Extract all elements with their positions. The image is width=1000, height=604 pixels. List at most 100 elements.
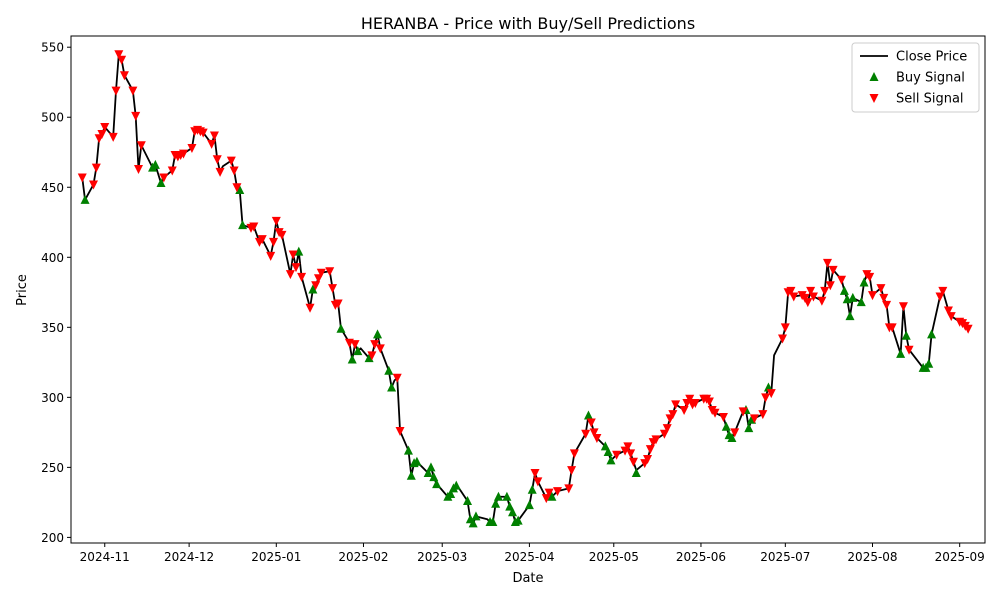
buy-signal-marker xyxy=(156,178,166,188)
buy-signal-marker xyxy=(603,446,613,456)
sell-signal-marker xyxy=(229,166,239,176)
sell-signal-marker xyxy=(285,270,295,280)
sell-signal-marker xyxy=(131,111,141,121)
sell-signal-marker xyxy=(136,141,146,151)
sell-signal-marker xyxy=(232,183,242,193)
sell-signal-marker xyxy=(117,55,127,65)
sell-signal-marker xyxy=(375,344,385,354)
y-tick-label: 350 xyxy=(41,321,64,335)
buy-signal-marker xyxy=(429,472,439,482)
legend-buy-marker xyxy=(869,72,879,81)
buy-signal-marker xyxy=(491,498,501,508)
y-axis: 200 250 300 350 400 450 500 550 xyxy=(41,41,71,545)
sell-signal-marker xyxy=(766,389,776,399)
buy-signal-marker xyxy=(896,348,906,358)
buy-signal-marker xyxy=(423,467,433,477)
y-tick-label: 250 xyxy=(41,461,64,475)
plot-area xyxy=(77,50,973,528)
sell-signal-marker xyxy=(226,156,236,166)
buy-signal-marker xyxy=(848,292,858,302)
sell-signal-marker xyxy=(589,428,599,438)
legend: Close Price Buy Signal Sell Signal xyxy=(851,42,980,113)
sell-signal-marker xyxy=(837,275,847,285)
sell-signal-marker xyxy=(207,139,217,149)
x-axis-label: Date xyxy=(512,571,543,586)
buy-signal-marker xyxy=(235,185,245,195)
sell-signal-marker xyxy=(187,144,197,154)
buy-signal-marker xyxy=(744,423,754,433)
sell-signal-markers xyxy=(77,50,973,504)
buy-signal-marker xyxy=(547,491,557,501)
buy-signal-marker xyxy=(471,511,481,521)
sell-signal-marker xyxy=(167,166,177,176)
buy-signal-marker xyxy=(364,353,374,363)
buy-signal-marker xyxy=(373,329,383,339)
buy-signal-marker xyxy=(727,432,737,442)
buy-signal-marker xyxy=(238,220,248,230)
buy-signal-marker xyxy=(488,516,498,526)
sell-signal-marker xyxy=(738,407,748,417)
sell-signal-marker xyxy=(803,298,813,308)
sell-signal-marker xyxy=(392,373,402,383)
sell-signal-marker xyxy=(128,86,138,96)
sell-signal-marker xyxy=(643,454,653,464)
legend-sell-marker xyxy=(869,94,879,103)
sell-signal-marker xyxy=(817,296,827,306)
sell-signal-marker xyxy=(704,397,714,407)
x-tick-label: 2025-05 xyxy=(589,550,639,564)
sell-signal-marker xyxy=(544,488,554,498)
buy-signal-marker xyxy=(294,246,304,256)
sell-signal-marker xyxy=(553,487,563,497)
sell-signal-marker xyxy=(828,265,838,275)
sell-signal-marker xyxy=(111,86,121,96)
buy-signal-marker xyxy=(451,480,461,490)
sell-signal-marker xyxy=(305,303,315,313)
x-tick-label: 2025-01 xyxy=(251,550,301,564)
sell-signal-marker xyxy=(91,163,101,173)
buy-signal-marker xyxy=(387,382,397,392)
sell-signal-marker xyxy=(277,230,287,240)
sell-signal-marker xyxy=(328,284,338,294)
sell-signal-marker xyxy=(567,466,577,476)
sell-signal-marker xyxy=(97,130,107,140)
x-tick-label: 2025-02 xyxy=(338,550,388,564)
buy-signal-marker xyxy=(513,515,523,525)
sell-signal-marker xyxy=(77,173,87,183)
sell-signal-marker xyxy=(133,165,143,175)
x-tick-label: 2024-11 xyxy=(80,550,130,564)
sell-signal-marker xyxy=(350,340,360,350)
sell-signal-marker xyxy=(612,450,622,460)
buy-signal-marker xyxy=(406,470,416,480)
sell-signal-marker xyxy=(268,237,278,247)
y-axis-label: Price xyxy=(15,274,30,306)
sell-signal-marker xyxy=(820,286,830,296)
buy-signal-marker xyxy=(606,455,616,465)
sell-signal-marker xyxy=(88,180,98,190)
sell-signal-marker xyxy=(668,410,678,420)
x-tick-label: 2025-08 xyxy=(847,550,897,564)
sell-signal-marker xyxy=(333,299,343,309)
legend-label-close-price: Close Price xyxy=(896,50,967,65)
sell-signal-marker xyxy=(904,345,914,355)
buy-signal-marker xyxy=(583,410,593,420)
buy-signal-marker xyxy=(150,159,160,169)
buy-signal-marker xyxy=(353,346,363,356)
buy-signal-marker xyxy=(347,354,357,364)
buy-signal-marker xyxy=(901,330,911,340)
sell-signal-marker xyxy=(865,272,875,282)
sell-signal-marker xyxy=(786,286,796,296)
buy-signal-marker xyxy=(432,479,442,489)
sell-signal-marker xyxy=(758,410,768,420)
sell-signal-marker xyxy=(778,334,788,344)
sell-signal-marker xyxy=(370,340,380,350)
sell-signal-marker xyxy=(626,449,636,459)
sell-signal-marker xyxy=(119,71,129,81)
sell-signal-marker xyxy=(887,323,897,333)
x-tick-label: 2025-04 xyxy=(504,550,554,564)
sell-signal-marker xyxy=(882,300,892,310)
x-tick-label: 2024-12 xyxy=(164,550,214,564)
sell-signal-marker xyxy=(710,408,720,418)
buy-signal-marker xyxy=(859,277,869,287)
sell-signal-marker xyxy=(311,281,321,291)
sell-signal-marker xyxy=(257,235,267,245)
